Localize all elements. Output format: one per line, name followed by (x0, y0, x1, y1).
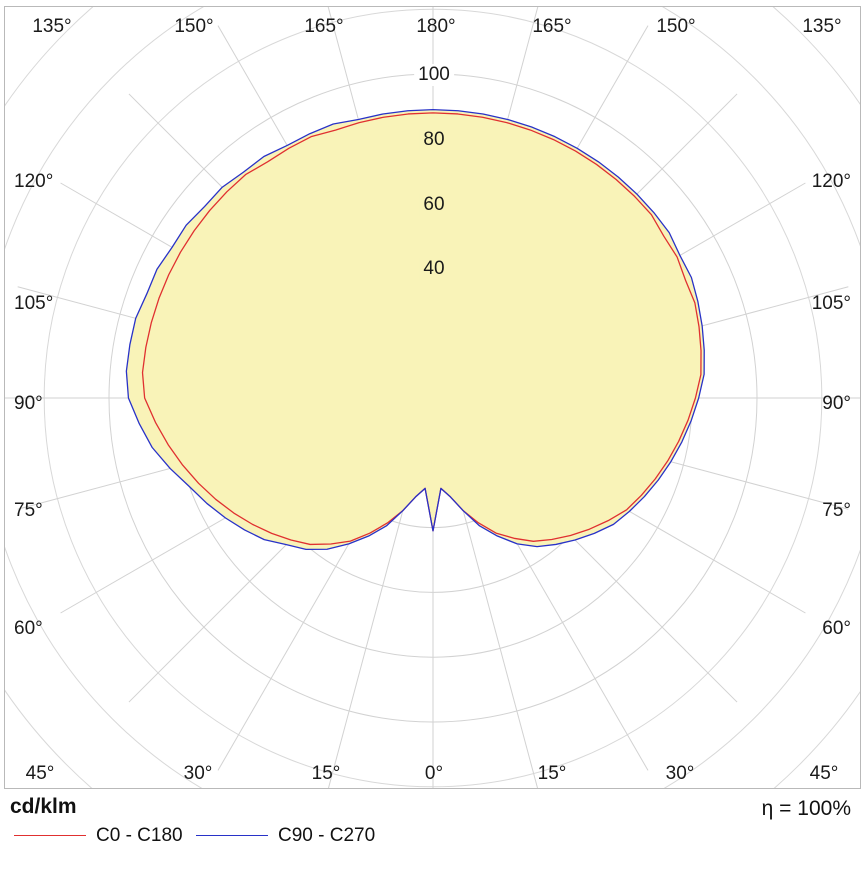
axis-label-bottom-2: 15° (311, 763, 341, 784)
axis-label-bottom-3: 0° (424, 763, 444, 784)
unit-label: cd/klm (10, 795, 77, 818)
legend-label-c90-c270: C90 - C270 (278, 825, 376, 846)
axis-label-top-6: 135° (802, 16, 842, 37)
polar-plot-svg (5, 7, 860, 788)
axis-label-right-4: 60° (822, 618, 851, 639)
axis-label-bottom-4: 15° (537, 763, 567, 784)
legend-swatch-c90-c270 (196, 835, 268, 836)
axis-label-right-3: 75° (822, 500, 851, 521)
axis-label-right-0: 120° (811, 171, 851, 192)
distribution-curves (125, 108, 705, 551)
axis-label-top-5: 150° (656, 16, 696, 37)
legend-label-c0-c180: C0 - C180 (96, 825, 183, 846)
axis-label-left-0: 120° (14, 171, 54, 192)
axis-label-right-2: 90° (822, 393, 851, 414)
axis-label-bottom-1: 30° (183, 763, 213, 784)
axis-label-left-3: 75° (14, 500, 43, 521)
axis-label-left-1: 105° (14, 293, 54, 314)
legend-swatch-c0-c180 (14, 835, 86, 836)
axis-label-top-4: 165° (532, 16, 572, 37)
efficiency-label: η = 100% (761, 797, 851, 820)
axis-label-top-1: 150° (174, 16, 214, 37)
radial-tick-label-60: 60 (419, 193, 449, 216)
axis-label-bottom-5: 30° (665, 763, 695, 784)
radial-tick-label-100: 100 (414, 64, 454, 86)
axis-label-bottom-0: 45° (25, 763, 55, 784)
axis-label-bottom-6: 45° (809, 763, 839, 784)
radial-tick-label-80: 80 (419, 128, 449, 151)
axis-label-left-4: 60° (14, 618, 43, 639)
axis-label-left-2: 90° (14, 393, 43, 414)
axis-label-top-3: 180° (416, 16, 456, 37)
plot-area: 135° 150° 165° 180° 165° 150° 135° 45° 30° 15° 0° 1… (4, 6, 861, 789)
chart-footer: cd/klm η = 100% C0 - C180 C90 - C270 (0, 789, 865, 885)
radial-tick-label-40: 40 (419, 258, 449, 281)
axis-label-right-1: 105° (811, 293, 851, 314)
axis-label-top-2: 165° (304, 16, 344, 37)
axis-label-top-0: 135° (32, 16, 72, 37)
